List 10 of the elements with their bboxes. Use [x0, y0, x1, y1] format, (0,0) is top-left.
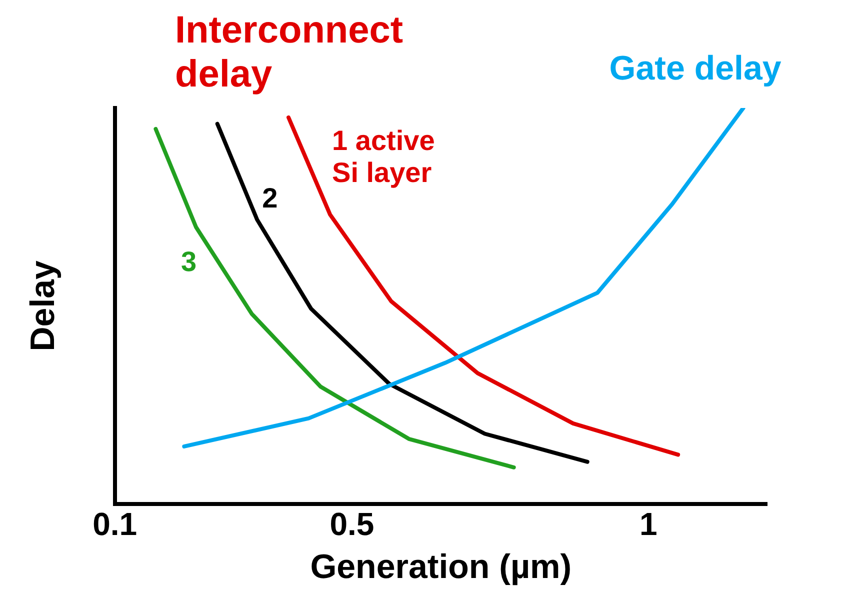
x-tick-label: 0.1: [92, 506, 138, 542]
y-axis-title: Delay: [24, 260, 62, 352]
series-label: 2: [262, 182, 278, 214]
series-label: 3: [181, 246, 197, 277]
x-tick-label: 0.5: [330, 506, 374, 542]
x-tick-label: 1: [640, 506, 658, 542]
text: Interconnect delay: [175, 9, 404, 96]
series-label: Gate delay: [609, 49, 782, 88]
series-label: 1 active Si layer: [332, 125, 435, 188]
x-axis-title: Generation (µm): [310, 548, 572, 586]
